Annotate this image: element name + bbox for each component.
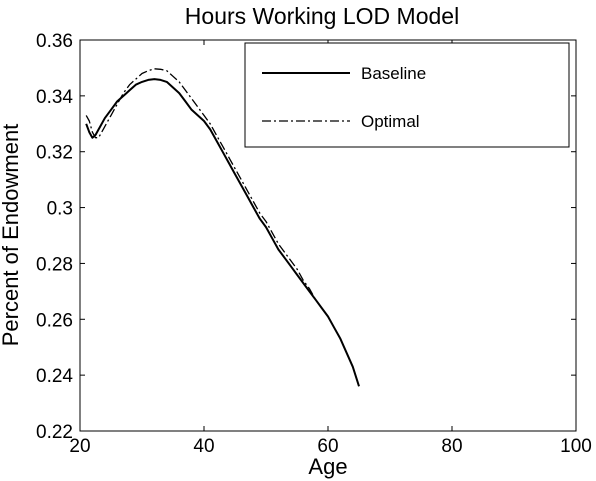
plot-area: 20 40 60 80 100 0.220.240.260.280.30.320.340… bbox=[36, 31, 592, 457]
y-tick-label: 0.24 bbox=[36, 366, 73, 387]
series-line-optimal bbox=[85, 68, 323, 309]
y-tick-label: 0.28 bbox=[36, 254, 73, 275]
y-tick-label: 0.26 bbox=[36, 310, 73, 331]
y-axis-label: Percent of Endowment bbox=[0, 124, 23, 347]
x-axis-label: Age bbox=[308, 454, 347, 479]
legend-box bbox=[244, 42, 570, 148]
y-tick-label: 0.34 bbox=[36, 87, 73, 108]
y-tick-label: 0.3 bbox=[47, 199, 73, 220]
chart-title: Hours Working LOD Model bbox=[185, 3, 459, 29]
x-tick-label: 80 bbox=[441, 436, 462, 457]
x-tick-label: 20 bbox=[69, 436, 90, 457]
series-lines bbox=[85, 68, 360, 387]
legend: Baseline Optimal bbox=[244, 42, 570, 148]
y-tick-label: 0.22 bbox=[36, 422, 73, 443]
legend-label-baseline: Baseline bbox=[361, 64, 426, 83]
x-tick-label: 40 bbox=[193, 436, 214, 457]
y-axis-ticks: 0.22 0.24 0.26 0.28 0.3 0.32 0.34 0.36 bbox=[36, 31, 576, 443]
legend-label-optimal: Optimal bbox=[361, 112, 420, 131]
y-tick-label: 0.32 bbox=[36, 143, 73, 164]
x-axis-ticks: 20 40 60 80 100 bbox=[69, 40, 592, 457]
x-tick-label: 100 bbox=[560, 436, 592, 457]
y-tick-label: 0.36 bbox=[36, 31, 73, 52]
x-tick-label: 60 bbox=[317, 436, 338, 457]
